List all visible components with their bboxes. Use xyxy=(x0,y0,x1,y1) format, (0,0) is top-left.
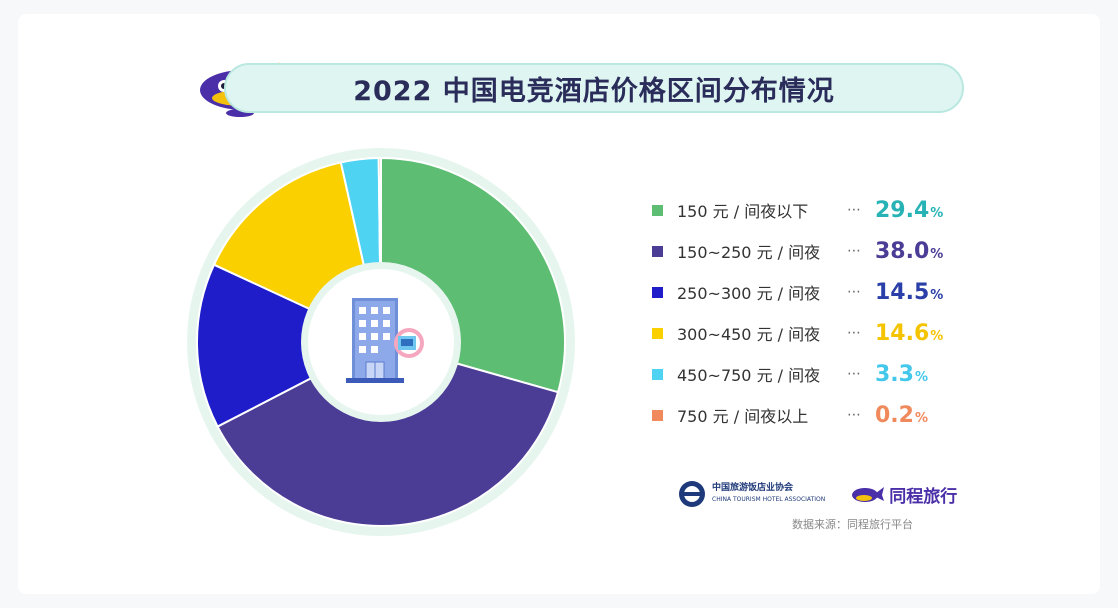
pie-slice-2 xyxy=(216,340,560,527)
legend-value: 38.0% xyxy=(875,238,944,264)
association-sub: CHINA TOURISM HOTEL ASSOCIATION xyxy=(712,496,826,503)
legend-value-unit: % xyxy=(930,246,944,262)
legend-value: 29.4% xyxy=(875,197,944,223)
association-name: 中国旅游饭店业协会 xyxy=(712,483,794,493)
legend-value: 0.2% xyxy=(875,402,929,428)
legend-label: 300~450 元 / 间夜 xyxy=(677,325,821,344)
logo-row: 中国旅游饭店业协会 CHINA TOURISM HOTEL ASSOCIATIO… xyxy=(678,480,957,508)
legend-swatch xyxy=(652,368,663,380)
legend-swatch xyxy=(652,409,663,421)
legend-swatch xyxy=(652,245,663,257)
legend-label: 150 元 / 间夜以下 xyxy=(677,202,809,221)
chart-title-bar: 2022 中国电竞酒店价格区间分布情况 xyxy=(224,63,964,113)
chart-title: 2022 中国电竞酒店价格区间分布情况 xyxy=(353,75,835,107)
legend-value: 14.5% xyxy=(875,279,944,305)
source-note: 数据来源：同程旅行平台 xyxy=(792,518,913,531)
legend-label: 750 元 / 间夜以上 xyxy=(677,407,809,426)
legend-swatch xyxy=(652,286,663,298)
brand-whale-icon xyxy=(852,487,885,502)
legend-dots: ⋯ xyxy=(847,407,861,423)
pie-slices xyxy=(196,156,566,527)
legend-value-unit: % xyxy=(914,369,929,385)
legend-dots: ⋯ xyxy=(847,366,861,382)
legend-label: 450~750 元 / 间夜 xyxy=(677,366,821,385)
legend-item-1: 150 元 / 间夜以下 ⋯ 29.4% xyxy=(652,196,943,224)
legend-item-6: 750 元 / 间夜以上 ⋯ 0.2% xyxy=(652,401,928,429)
legend-value-unit: % xyxy=(930,205,944,221)
legend-dots: ⋯ xyxy=(847,325,861,341)
legend-item-3: 250~300 元 / 间夜 ⋯ 14.5% xyxy=(652,278,943,306)
legend-item-4: 300~450 元 / 间夜 ⋯ 14.6% xyxy=(652,319,943,347)
association-logo: 中国旅游饭店业协会 CHINA TOURISM HOTEL ASSOCIATIO… xyxy=(678,480,825,508)
brand-name: 同程旅行 xyxy=(889,486,958,507)
brand-logo: 同程旅行 xyxy=(851,482,957,507)
legend-swatch xyxy=(652,204,663,216)
legend-item-5: 450~750 元 / 间夜 ⋯ 3.3% xyxy=(652,360,928,388)
legend-item-2: 150~250 元 / 间夜 ⋯ 38.0% xyxy=(652,237,943,265)
association-emblem-icon xyxy=(679,481,705,507)
legend-value-unit: % xyxy=(914,410,929,426)
legend-label: 150~250 元 / 间夜 xyxy=(677,243,821,262)
legend-swatch xyxy=(652,327,663,339)
legend-label: 250~300 元 / 间夜 xyxy=(677,284,821,303)
pie-slice-3 xyxy=(196,263,384,428)
legend-dots: ⋯ xyxy=(847,284,861,300)
legend-value-unit: % xyxy=(930,328,944,344)
hotel-building-icon xyxy=(346,298,424,383)
legend-value-unit: % xyxy=(930,287,944,303)
legend-value: 3.3% xyxy=(875,361,929,387)
legend-value: 14.6% xyxy=(875,320,944,346)
legend-dots: ⋯ xyxy=(847,243,861,259)
legend-dots: ⋯ xyxy=(847,202,861,218)
